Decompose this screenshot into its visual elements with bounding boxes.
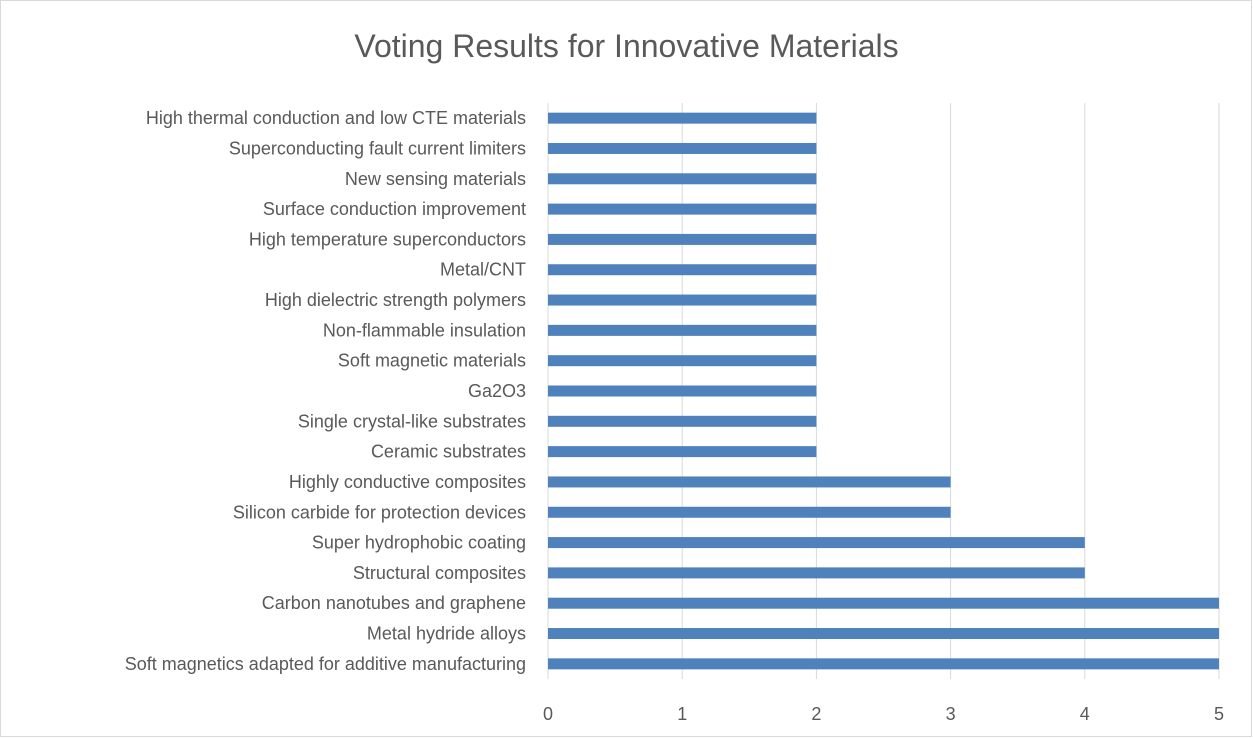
category-label: Silicon carbide for protection devices (233, 502, 526, 522)
category-label: Metal/CNT (440, 260, 526, 280)
category-label: High dielectric strength polymers (265, 290, 526, 310)
category-label: Highly conductive composites (289, 472, 526, 492)
category-label: Ceramic substrates (371, 442, 526, 462)
x-tick-label: 2 (811, 704, 821, 724)
bar (548, 112, 817, 124)
category-label: Structural composites (353, 563, 526, 583)
bar (548, 233, 817, 245)
x-tick-label: 3 (946, 704, 956, 724)
bar (548, 537, 1085, 549)
bar (548, 597, 1219, 609)
category-label: Soft magnetic materials (338, 351, 526, 371)
chart-title: Voting Results for Innovative Materials (354, 28, 899, 64)
category-label: Metal hydride alloys (367, 624, 526, 644)
x-tick-label: 4 (1080, 704, 1090, 724)
bar (548, 658, 1219, 670)
bar (548, 264, 817, 276)
category-labels: Soft magnetics adapted for additive manu… (125, 108, 526, 674)
category-label: High temperature superconductors (249, 229, 526, 249)
category-label: Non-flammable insulation (323, 320, 526, 340)
bars (548, 112, 1219, 670)
category-label: Carbon nanotubes and graphene (262, 593, 526, 613)
category-label: Ga2O3 (468, 381, 526, 401)
bar (548, 385, 817, 397)
bar (548, 628, 1219, 640)
x-tick-labels: 0 1 2 3 4 5 (543, 704, 1224, 724)
bar (548, 294, 817, 306)
category-label: Soft magnetics adapted for additive manu… (125, 654, 526, 674)
category-label: Single crystal-like substrates (298, 411, 526, 431)
bar (548, 446, 817, 458)
x-tick-label: 0 (543, 704, 553, 724)
category-label: High thermal conduction and low CTE mate… (146, 108, 526, 128)
bar (548, 324, 817, 336)
x-tick-label: 1 (677, 704, 687, 724)
category-label: New sensing materials (345, 169, 526, 189)
bar (548, 415, 817, 427)
category-label: Superconducting fault current limiters (229, 138, 526, 158)
bar (548, 476, 951, 488)
bar (548, 567, 1085, 579)
bar (548, 173, 817, 185)
category-label: Surface conduction improvement (263, 199, 526, 219)
category-label: Super hydrophobic coating (312, 533, 526, 553)
bar (548, 203, 817, 215)
bar (548, 355, 817, 367)
bar (548, 142, 817, 154)
x-tick-label: 5 (1214, 704, 1224, 724)
bar (548, 506, 951, 518)
